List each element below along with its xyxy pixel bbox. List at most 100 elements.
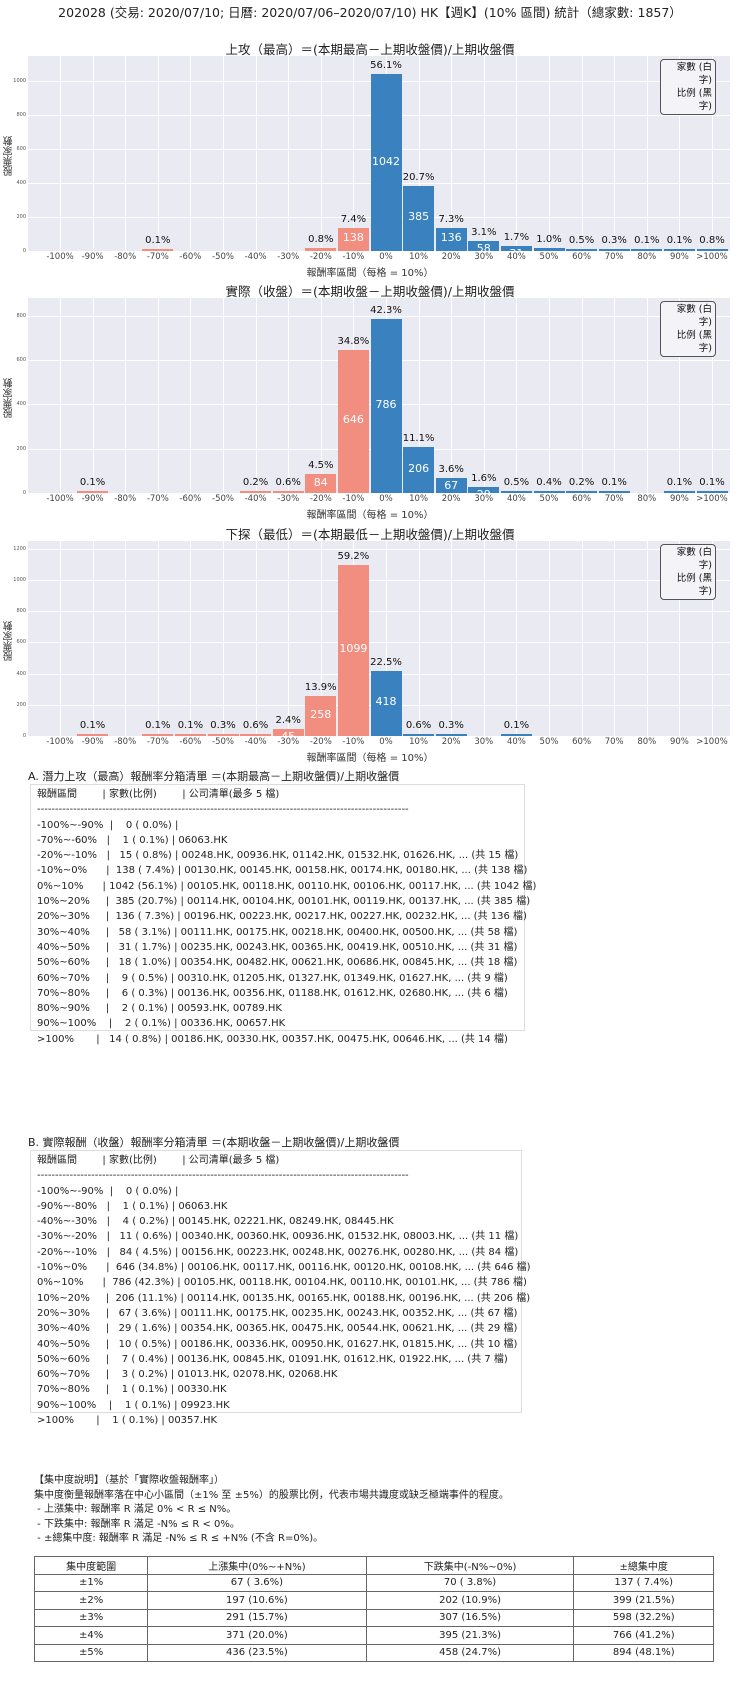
x-gridline (92, 541, 94, 736)
x-gridline (581, 56, 583, 251)
bar-percent-label: 0.4% (536, 477, 562, 488)
x-gridline (679, 298, 681, 493)
x-gridline (679, 541, 681, 736)
list-item: 60%~70% | 3 ( 0.2%) | 01013.HK, 02078.HK… (37, 1369, 338, 1381)
x-gridline (223, 298, 224, 493)
y-tick-label: 200 (16, 445, 26, 452)
x-tick-label: 0% (379, 252, 393, 262)
x-tick-label: -20% (309, 252, 332, 262)
bar-count-label: 206 (408, 462, 430, 476)
x-tick-label: >100% (696, 737, 728, 747)
bar-percent-label: 0.6% (275, 476, 301, 488)
table-row: ±4% 371 (20.0%) 395 (21.3%) 766 (41.2%) (33, 1626, 714, 1645)
bar-30%: 29 (468, 486, 500, 501)
bar--30% (272, 490, 304, 493)
bar-percent-label: 0.1% (601, 477, 627, 488)
cell-down: 458 (24.7%) (365, 1643, 575, 1662)
list-item: 10%~20% | 206 (11.1%) | 00114.HK, 00135.… (37, 1292, 531, 1304)
x-tick-label: -20% (309, 737, 332, 747)
x-gridline (614, 541, 616, 736)
list-item: 0%~10% | 786 (42.3%) | 00105.HK, 00118.H… (37, 1277, 527, 1289)
x-gridline (125, 56, 127, 251)
bar--20% (305, 248, 337, 251)
x-gridline (451, 541, 453, 736)
bar-percent-label: 0.3% (210, 720, 236, 731)
concentration-notes: 【集中度說明】（基於「實際收盤報酬率」） 集中度衡量報酬率落在中心小區間（±1%… (34, 1474, 509, 1547)
y-tick-label: 200 (16, 701, 26, 708)
y-gridline (28, 251, 730, 252)
y-tick-label: 400 (16, 180, 26, 187)
bar-20%: 136 (435, 227, 467, 251)
y-tick-label: 1000 (13, 78, 26, 85)
x-tick-label: 0% (379, 494, 393, 504)
bar->100% (696, 248, 728, 251)
bar-percent-label: 20.7% (402, 171, 435, 183)
x-tick-label: -100% (46, 252, 74, 262)
bar-count-label: 258 (310, 707, 332, 721)
list-item: -100%~-90% | 0 ( 0.0%) | (37, 819, 179, 831)
bar-50% (533, 247, 565, 251)
list-item: 70%~80% | 6 ( 0.3%) | 00136.HK, 00356.HK… (37, 987, 508, 999)
chart-low: 下探（最低）＝(本期最低－上期收盤價)/上期收盤價 0.1% 0.1% 0.1% 0.3… (0, 523, 740, 768)
plot-area: 0.1% 0.2% 0.6% 84 4.5% 646 34.8% 786 42.3% 206 11.… (28, 298, 730, 501)
x-tick-label: -70% (146, 737, 169, 747)
cell-range: ±1% (33, 1573, 149, 1592)
list-item: >100% | 1 ( 0.1%) | 00357.HK (37, 1415, 218, 1427)
concentration-heading: 【集中度說明】（基於「實際收盤報酬率」） (34, 1475, 224, 1486)
x-gridline (646, 298, 648, 493)
x-gridline (320, 298, 322, 493)
list-item: 20%~30% | 136 ( 7.3%) | 00196.HK, 00223.… (37, 911, 527, 923)
bar->100% (696, 491, 728, 493)
x-tick-label: >100% (696, 252, 728, 262)
list-a-rows: -100%~-90% | 0 ( 0.0%) | -70%~-60% | 1 ( … (37, 818, 536, 1047)
x-gridline (581, 541, 583, 736)
x-gridline (549, 298, 550, 493)
chart-close: 實際（收盤）＝(本期收盤－上期收盤價)/上期收盤價 0.1% 0.2% 0.6% 84 4… (0, 280, 740, 525)
x-gridline (320, 541, 322, 736)
col-range: 集中度範圍 (33, 1556, 149, 1575)
x-gridline (223, 56, 224, 251)
y-gridline (28, 736, 730, 737)
y-tick-label: 0 (22, 733, 26, 739)
x-gridline (516, 56, 518, 251)
x-tick-label: 60% (572, 494, 592, 504)
x-gridline (516, 541, 518, 736)
bar-percent-label: 0.1% (666, 235, 693, 246)
bar-0%: 786 (370, 318, 402, 493)
bar-percent-label: 0.6% (242, 720, 269, 731)
x-gridline (190, 298, 192, 493)
table-row: ±3% 291 (15.7%) 307 (16.5%) 598 (32.2%) (33, 1608, 714, 1627)
bar--10%: 138 (337, 227, 369, 251)
x-tick-label: 40% (506, 737, 526, 747)
x-tick-label: -30% (277, 737, 300, 747)
y-tick-label: 600 (16, 146, 26, 153)
bar-percent-label: 0.8% (699, 234, 725, 246)
bar-percent-label: 0.2% (242, 477, 269, 488)
x-gridline (353, 56, 355, 251)
bar-percent-label: 2.4% (275, 714, 301, 726)
bar-60% (566, 491, 598, 493)
concentration-description: 集中度衡量報酬率落在中心小區間（±1% 至 ±5%）的股票比例，代表市場共識度或… (34, 1489, 509, 1501)
x-tick-label: 20% (441, 737, 461, 747)
x-gridline (60, 56, 61, 251)
page-title: 202028 (交易: 2020/07/10; 日曆: 2020/07/06–2… (58, 5, 682, 20)
cell-range: ±5% (33, 1643, 149, 1662)
bar-percent-label: 0.2% (568, 477, 595, 488)
x-tick-label: 80% (637, 737, 657, 747)
list-item: -70%~-60% | 1 ( 0.1%) | 06063.HK (37, 834, 228, 846)
x-tick-label: -90% (81, 494, 104, 504)
x-tick-label: -80% (114, 737, 137, 747)
bar-percent-label: 0.1% (699, 477, 725, 488)
table-row: ±5% 436 (23.5%) 458 (24.7%) 894 (48.1%) (33, 1643, 714, 1662)
cell-range: ±4% (33, 1626, 149, 1645)
bar-80% (631, 249, 663, 251)
x-tick-label: -80% (114, 494, 137, 504)
y-tick-label: 400 (16, 401, 26, 408)
cell-up: 291 (15.7%) (147, 1608, 367, 1627)
bar-percent-label: 0.5% (568, 235, 595, 246)
x-gridline (549, 541, 550, 736)
bar-40%: 31 (500, 245, 532, 260)
list-item: -90%~-80% | 1 ( 0.1%) | 06063.HK (37, 1200, 228, 1212)
bar--20%: 84 (305, 474, 337, 493)
x-gridline (679, 56, 681, 251)
